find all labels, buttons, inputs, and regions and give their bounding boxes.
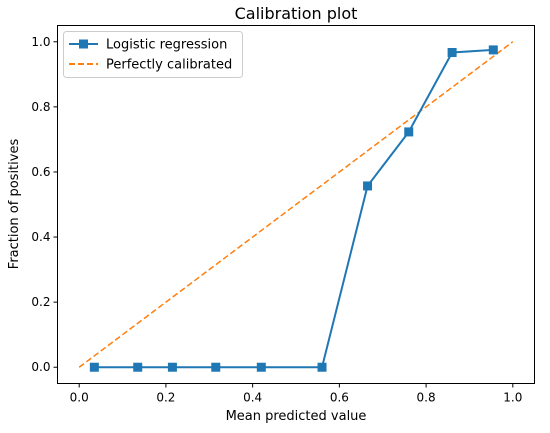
series-line-perfectly-calibrated <box>78 41 514 368</box>
x-axis-label: Mean predicted value <box>226 409 367 424</box>
legend-swatch-marker-series-0 <box>79 39 88 49</box>
series-line-logistic-regression <box>94 48 494 369</box>
x-tick-label: 0.8 <box>417 391 436 405</box>
data-point-marker <box>89 362 99 372</box>
x-axis-ticks: 0.0 0.2 0.4 0.6 0.8 1.0 <box>70 383 522 405</box>
legend-box <box>63 31 243 78</box>
data-point-marker <box>167 362 177 372</box>
y-axis-ticks: 0.0 0.2 0.4 0.6 0.8 1.0 <box>31 35 58 374</box>
x-tick-label: 0.0 <box>70 391 89 405</box>
data-point-marker <box>317 362 327 372</box>
y-tick-label: 1.0 <box>31 35 50 49</box>
y-tick-label: 0.2 <box>31 295 50 309</box>
y-tick-label: 0.8 <box>31 100 50 114</box>
x-tick-label: 0.6 <box>330 391 349 405</box>
legend: Logistic regression Perfectly calibrated <box>63 31 243 78</box>
data-point-marker <box>447 48 457 58</box>
data-point-marker <box>211 362 221 372</box>
series-layer <box>78 41 514 372</box>
x-tick-label: 1.0 <box>503 391 522 405</box>
data-point-marker <box>363 181 373 191</box>
data-point-marker <box>404 127 414 137</box>
y-axis-label: Fraction of positives <box>7 139 22 270</box>
x-tick-label: 0.4 <box>243 391 262 405</box>
y-tick-label: 0.0 <box>31 360 50 374</box>
legend-label-series-1: Perfectly calibrated <box>106 58 232 73</box>
y-tick-label: 0.4 <box>31 230 50 244</box>
plot-area-frame <box>57 25 535 384</box>
y-tick-label: 0.6 <box>31 165 50 179</box>
chart-title: Calibration plot <box>235 4 358 23</box>
legend-label-series-0: Logistic regression <box>106 38 227 53</box>
data-point-marker <box>256 362 266 372</box>
data-point-marker <box>488 45 498 55</box>
data-point-marker <box>133 362 143 372</box>
x-tick-label: 0.2 <box>156 391 175 405</box>
